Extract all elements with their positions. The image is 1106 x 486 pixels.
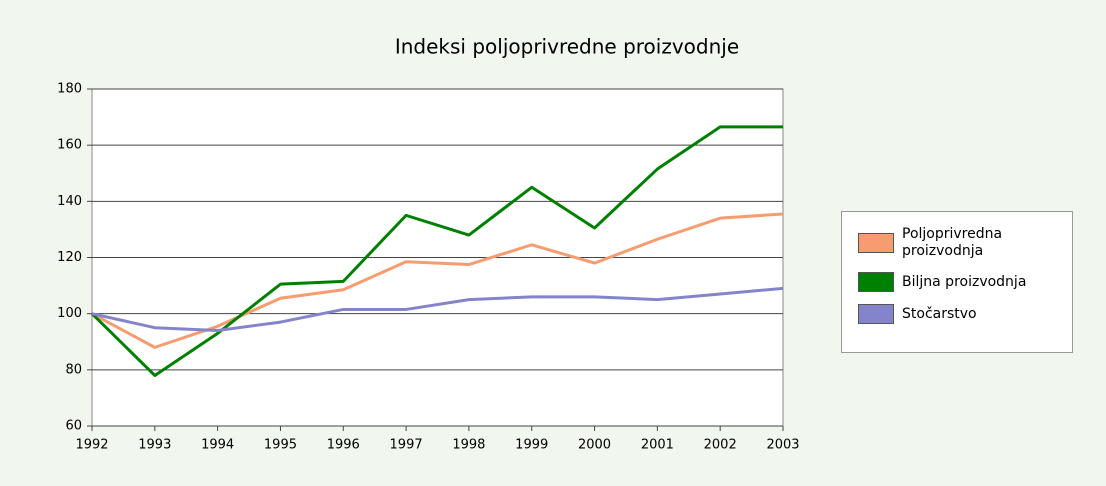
y-tick-label: 120	[57, 250, 82, 265]
y-tick-label: 140	[57, 194, 82, 209]
y-tick-label: 180	[57, 82, 82, 97]
x-tick-label: 1994	[201, 438, 234, 453]
line-series	[90, 125, 783, 377]
x-tick-label: 1996	[327, 438, 360, 453]
legend-item: Stočarstvo	[858, 304, 1072, 324]
line-series	[91, 286, 784, 333]
x-tick-label: 2001	[641, 438, 674, 453]
y-tick-label: 160	[57, 138, 82, 153]
legend-swatch	[858, 272, 894, 292]
legend-item: Biljna proizvodnja	[858, 272, 1072, 292]
chart-title: Indeksi poljoprivredne proizvodnje	[395, 35, 739, 59]
x-tick-label: 1998	[452, 438, 485, 453]
x-tick-label: 2002	[704, 438, 737, 453]
x-tick-label: 2000	[578, 438, 611, 453]
x-tick-label: 1992	[75, 438, 108, 453]
x-tick-label: 1995	[264, 438, 297, 453]
y-tick-label: 60	[65, 419, 82, 434]
legend: Poljoprivredna proizvodnja Biljna proizvo…	[841, 211, 1073, 353]
legend-item: Poljoprivredna proizvodnja	[858, 226, 1072, 260]
x-tick-label: 2003	[766, 438, 799, 453]
x-tick-label: 1997	[390, 438, 423, 453]
x-tick-label: 1999	[515, 438, 548, 453]
y-tick-label: 80	[65, 362, 82, 377]
legend-swatch	[858, 304, 894, 324]
y-tick-label: 100	[57, 306, 82, 321]
legend-label: Poljoprivredna proizvodnja	[902, 226, 1003, 259]
x-tick-label: 1993	[138, 438, 171, 453]
legend-swatch	[858, 233, 894, 253]
legend-label: Stočarstvo	[902, 305, 977, 322]
legend-label: Biljna proizvodnja	[902, 273, 1027, 290]
